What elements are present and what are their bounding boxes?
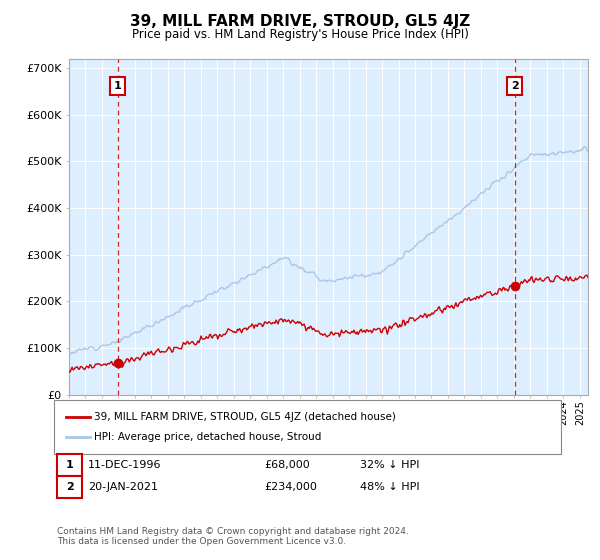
Text: £234,000: £234,000 [264,482,317,492]
Text: £68,000: £68,000 [264,460,310,470]
Text: 1: 1 [66,460,73,470]
Text: Contains HM Land Registry data © Crown copyright and database right 2024.
This d: Contains HM Land Registry data © Crown c… [57,526,409,546]
Text: 32% ↓ HPI: 32% ↓ HPI [360,460,419,470]
Text: Price paid vs. HM Land Registry's House Price Index (HPI): Price paid vs. HM Land Registry's House … [131,28,469,41]
Text: 2: 2 [511,81,518,91]
Text: 1: 1 [114,81,121,91]
Text: 48% ↓ HPI: 48% ↓ HPI [360,482,419,492]
Text: 20-JAN-2021: 20-JAN-2021 [88,482,158,492]
Text: 2: 2 [66,482,73,492]
Text: 11-DEC-1996: 11-DEC-1996 [88,460,162,470]
Text: 39, MILL FARM DRIVE, STROUD, GL5 4JZ (detached house): 39, MILL FARM DRIVE, STROUD, GL5 4JZ (de… [94,412,396,422]
Text: HPI: Average price, detached house, Stroud: HPI: Average price, detached house, Stro… [94,432,322,442]
Text: 39, MILL FARM DRIVE, STROUD, GL5 4JZ: 39, MILL FARM DRIVE, STROUD, GL5 4JZ [130,14,470,29]
